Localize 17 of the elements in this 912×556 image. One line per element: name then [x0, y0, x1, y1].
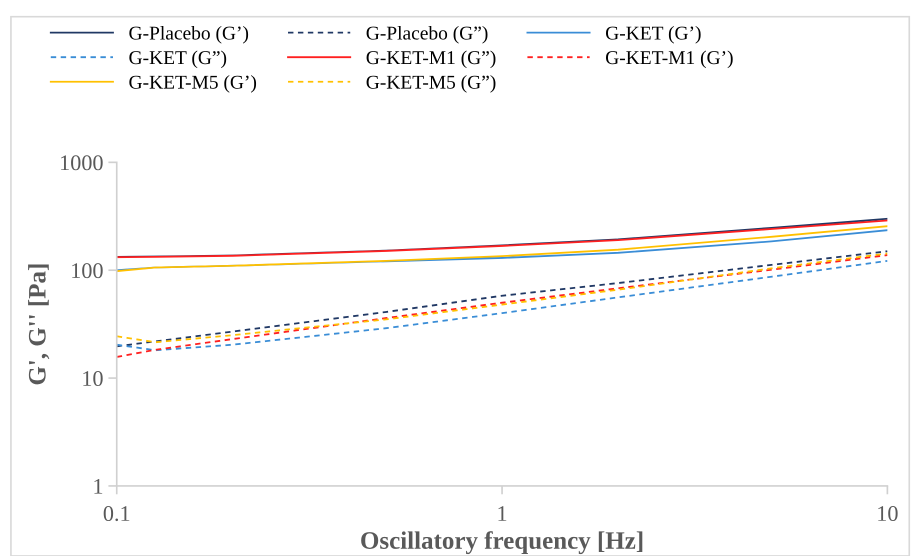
legend-label: G-KET-M1 (G”) [366, 50, 496, 68]
y-tick-label: 10 [83, 371, 103, 386]
y-axis-title: G', G'' [Pa] [28, 264, 50, 384]
x-tick-label: 1 [498, 506, 506, 521]
legend-label: G-KET-M5 (G”) [366, 75, 496, 93]
y-tick-label: 100 [72, 263, 103, 278]
legend-label: G-KET-M5 (G’) [129, 75, 256, 93]
x-tick-label: 10 [878, 506, 898, 522]
x-tick-label: 0.1 [104, 506, 130, 522]
y-tick-label: 1 [94, 478, 102, 494]
legend-label: G-KET (G”) [129, 50, 226, 68]
y-tick-label: 1000 [61, 155, 103, 170]
legend-label: G-Placebo (G”) [366, 26, 488, 44]
legend-label: G-KET (G’) [606, 26, 701, 44]
legend-label: G-KET-M1 (G’) [606, 50, 733, 68]
x-axis-title: Oscillatory frequency [Hz] [361, 531, 642, 554]
legend-label: G-Placebo (G’) [129, 26, 248, 44]
